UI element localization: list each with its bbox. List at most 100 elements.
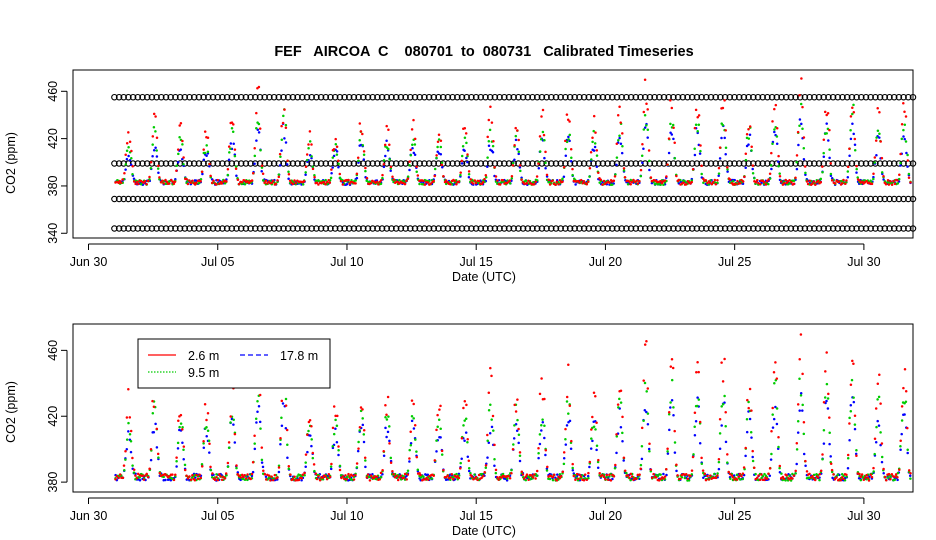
data-point [902,386,905,390]
data-point [134,474,137,477]
data-point [669,131,672,134]
data-point [852,400,856,404]
data-point [649,176,653,179]
data-point [879,140,882,143]
data-point [487,441,491,444]
data-point [618,397,621,401]
data-point [460,162,464,165]
calibration-point [275,93,283,101]
data-point [748,387,752,391]
calibration-point [754,93,762,101]
data-point [247,181,251,185]
data-point [313,173,316,177]
calibration-point [538,93,546,101]
data-point [395,474,398,477]
data-point [669,122,672,126]
data-point [799,394,803,397]
calibration-point [139,225,146,232]
data-point [872,466,875,470]
data-point [233,154,237,158]
calibration-point [397,93,405,101]
data-point [258,127,262,130]
data-point [300,478,303,482]
data-point [693,425,696,429]
data-point [175,169,178,173]
calibration-point [825,195,832,203]
calibration-point [599,195,607,203]
calibration-point [693,195,701,203]
calibration-point [444,195,452,203]
data-point [826,407,830,410]
data-point [618,136,621,140]
calibration-point [341,195,348,203]
data-point [669,401,672,404]
data-point [716,474,719,477]
data-point [904,140,908,143]
calibration-point [806,93,813,101]
calibration-point [867,93,874,101]
data-point [571,167,574,171]
calibration-point [529,160,536,167]
calibration-point [806,160,813,167]
data-point [416,468,420,471]
data-point [619,142,623,146]
calibration-point [360,93,367,101]
data-point [335,153,339,156]
bottom-x-axis: Jun 30 Jul 05 Jul 10 Jul 15 Jul 20 Jul 25 Jul … [70,497,881,523]
data-point [280,416,283,419]
data-point [146,179,150,183]
data-point [175,465,178,468]
data-point [775,135,779,138]
data-point [595,165,599,169]
calibration-point [726,160,734,167]
data-point [473,179,477,182]
data-point [366,473,370,476]
calibration-point [167,160,174,167]
data-point [462,424,465,427]
data-point [852,110,856,114]
data-point [154,422,157,426]
data-point [757,474,760,477]
calibration-point [876,93,884,101]
data-point [280,399,284,403]
data-point [389,169,392,172]
data-point [747,128,750,131]
data-point [774,361,777,364]
data-point [595,149,599,152]
data-point [602,179,606,183]
data-point [332,148,336,151]
data-point [676,474,679,477]
calibration-point [637,195,644,203]
data-point [906,451,909,455]
data-point [769,164,773,167]
calibration-point [223,195,231,203]
calibration-point [505,195,513,203]
data-point [572,474,576,478]
calibration-point [580,93,588,101]
data-point [205,154,208,157]
data-point [440,163,444,167]
data-point [205,144,208,147]
calibration-point [176,93,184,101]
calibration-point [552,93,560,101]
data-point [413,424,417,427]
data-point [718,146,722,149]
data-point [125,416,129,419]
data-point [334,137,337,141]
data-point [880,455,884,459]
data-point [439,152,443,156]
data-point [118,473,122,476]
data-point [718,417,722,421]
data-point [535,469,539,473]
calibration-point [148,93,156,101]
data-point [749,431,753,434]
data-point [135,180,139,184]
calibration-point [726,195,734,203]
calibration-point [688,160,696,167]
data-point [590,428,593,431]
data-point [514,138,518,142]
data-point [873,437,877,440]
calibration-point [890,225,898,232]
calibration-point [627,93,635,101]
calibration-point [867,195,874,203]
